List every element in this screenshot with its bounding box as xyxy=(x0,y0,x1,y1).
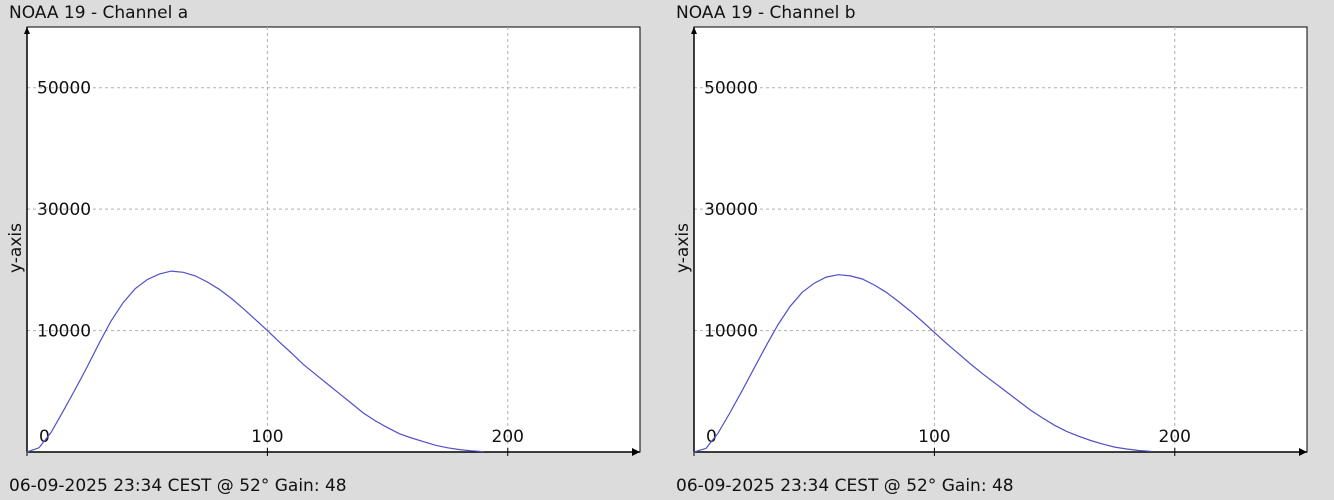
x-tick-label: 200 xyxy=(1159,427,1191,447)
y-tick-label: 10000 xyxy=(37,322,91,342)
chart-title: NOAA 19 - Channel b xyxy=(676,3,856,23)
x-tick-label: 0 xyxy=(39,427,50,447)
series-line xyxy=(693,274,1151,453)
y-axis-label: y-axis xyxy=(6,223,26,273)
x-axis-arrow xyxy=(1299,448,1307,456)
chart-panel-a: 0 100 200 10000 30000 50000 y-axis NOAA 19 - C… xyxy=(6,3,641,496)
y-tick-label: 10000 xyxy=(704,322,758,342)
chart-title: NOAA 19 - Channel a xyxy=(9,3,189,23)
x-tick-label: 100 xyxy=(918,427,950,447)
x-tick-label: 100 xyxy=(251,427,283,447)
chart-footer: 06-09-2025 23:34 CEST @ 52° Gain: 48 xyxy=(9,476,347,496)
y-tick-label: 50000 xyxy=(704,79,758,99)
chart-b: 0 100 200 10000 30000 50000 y-axis xyxy=(673,26,1308,456)
chart-footer: 06-09-2025 23:34 CEST @ 52° Gain: 48 xyxy=(676,476,1014,496)
x-axis-arrow xyxy=(632,448,640,456)
plot-area xyxy=(26,26,641,453)
x-tick-label: 200 xyxy=(492,427,524,447)
y-tick-label: 50000 xyxy=(37,79,91,99)
y-axis-arrow xyxy=(24,27,30,34)
y-axis-label: y-axis xyxy=(673,223,693,273)
y-axis-arrow xyxy=(691,27,697,34)
plot-area xyxy=(693,26,1308,453)
chart-a: 0 100 200 10000 30000 50000 y-axis xyxy=(6,26,641,456)
chart-panel-b: 0 100 200 10000 30000 50000 y-axis NOAA 19 - C… xyxy=(667,0,1334,500)
y-tick-label: 30000 xyxy=(37,200,91,220)
series-line xyxy=(26,270,484,453)
x-tick-label: 0 xyxy=(706,427,717,447)
y-tick-label: 30000 xyxy=(704,200,758,220)
